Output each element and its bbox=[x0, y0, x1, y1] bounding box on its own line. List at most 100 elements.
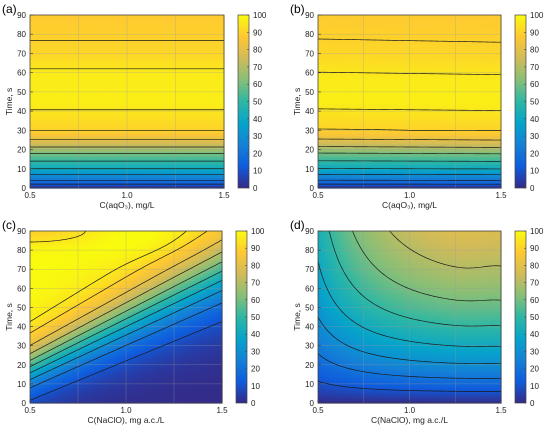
heatmap-cell bbox=[79, 174, 84, 179]
heatmap-cell bbox=[68, 174, 73, 179]
heatmap-cell bbox=[35, 64, 39, 69]
heatmap-cell bbox=[54, 117, 59, 121]
heatmap-cell bbox=[30, 132, 34, 137]
heatmap-cell bbox=[93, 93, 98, 97]
heatmap-cell bbox=[57, 143, 62, 147]
heatmap-cell bbox=[221, 75, 225, 79]
heatmap-cell bbox=[168, 33, 172, 37]
heatmap-cell bbox=[199, 164, 203, 168]
heatmap-cell bbox=[176, 77, 181, 82]
heatmap-cell bbox=[185, 70, 189, 74]
heatmap-cell bbox=[199, 130, 203, 134]
heatmap-cell bbox=[49, 62, 53, 66]
heatmap-cell bbox=[185, 153, 189, 158]
heatmap-cell bbox=[121, 22, 125, 27]
heatmap-cell bbox=[43, 140, 48, 145]
heatmap-cell bbox=[143, 88, 147, 92]
heatmap-cell bbox=[77, 164, 81, 168]
heatmap-cell bbox=[157, 151, 161, 155]
heatmap-cell bbox=[107, 148, 111, 152]
heatmap-cell bbox=[79, 77, 84, 82]
heatmap-cell bbox=[127, 49, 131, 53]
heatmap-cell bbox=[196, 104, 200, 108]
heatmap-cell bbox=[171, 119, 175, 124]
heatmap-cell bbox=[60, 56, 64, 61]
heatmap-cell bbox=[176, 114, 181, 118]
heatmap-cell bbox=[71, 172, 75, 176]
heatmap-cell bbox=[182, 15, 186, 19]
heatmap-cell bbox=[143, 172, 147, 176]
heatmap-cell bbox=[110, 72, 114, 76]
heatmap-cell bbox=[35, 101, 39, 105]
heatmap-cell bbox=[110, 177, 114, 181]
heatmap-cell bbox=[218, 174, 222, 179]
heatmap-cell bbox=[121, 17, 125, 21]
heatmap-cell bbox=[115, 125, 120, 129]
heatmap-cell bbox=[90, 104, 95, 108]
heatmap-cell bbox=[93, 62, 98, 66]
heatmap-cell bbox=[66, 33, 70, 37]
heatmap-cell bbox=[182, 96, 186, 100]
heatmap-cell bbox=[54, 72, 59, 76]
heatmap-cell bbox=[82, 114, 87, 118]
heatmap-cell bbox=[140, 28, 145, 32]
heatmap-cell bbox=[149, 177, 153, 181]
heatmap-cell bbox=[113, 130, 117, 134]
heatmap-cell bbox=[179, 80, 184, 84]
heatmap-cell bbox=[185, 174, 189, 179]
heatmap-cell bbox=[52, 91, 56, 95]
heatmap-cell bbox=[68, 143, 73, 147]
heatmap-cell bbox=[129, 130, 134, 134]
heatmap-cell bbox=[113, 101, 117, 105]
heatmap-cell bbox=[124, 180, 128, 184]
heatmap-cell bbox=[85, 122, 89, 126]
heatmap-cell bbox=[143, 75, 147, 79]
heatmap-cell bbox=[174, 156, 178, 160]
heatmap-cell bbox=[46, 30, 50, 34]
heatmap-cell bbox=[38, 91, 42, 95]
heatmap-cell bbox=[174, 164, 178, 168]
heatmap-cell bbox=[193, 91, 197, 95]
heatmap-cell bbox=[132, 64, 136, 69]
heatmap-cell bbox=[174, 85, 178, 89]
heatmap-cell bbox=[212, 62, 217, 66]
heatmap-cell bbox=[193, 143, 197, 147]
heatmap-cell bbox=[135, 35, 139, 40]
heatmap-cell bbox=[149, 119, 153, 124]
heatmap-cell bbox=[102, 143, 106, 147]
heatmap-cell bbox=[102, 119, 106, 124]
heatmap-cell bbox=[38, 25, 42, 29]
heatmap-cell bbox=[57, 161, 62, 166]
heatmap-cell bbox=[207, 35, 211, 40]
heatmap-cell bbox=[157, 96, 161, 100]
heatmap-cell bbox=[113, 172, 117, 176]
heatmap-cell bbox=[99, 33, 103, 37]
heatmap-cell bbox=[207, 130, 211, 134]
heatmap-cell bbox=[102, 30, 106, 34]
heatmap-cell bbox=[196, 117, 200, 121]
heatmap-cell bbox=[49, 91, 53, 95]
heatmap-cell bbox=[74, 174, 78, 179]
y-tick-label: 50 bbox=[17, 88, 26, 97]
heatmap-cell bbox=[163, 177, 167, 181]
heatmap-cell bbox=[118, 172, 123, 176]
heatmap-cell bbox=[154, 127, 159, 131]
heatmap-cell bbox=[41, 148, 45, 152]
heatmap-cell bbox=[160, 114, 164, 118]
heatmap-cell bbox=[46, 15, 50, 19]
heatmap-cell bbox=[121, 54, 125, 58]
heatmap-cell bbox=[82, 28, 87, 32]
heatmap-cell bbox=[221, 146, 225, 150]
heatmap-cell bbox=[43, 143, 48, 147]
heatmap-cell bbox=[154, 83, 159, 87]
heatmap-cell bbox=[96, 140, 100, 145]
heatmap-cell bbox=[143, 20, 147, 24]
heatmap-cell bbox=[129, 125, 134, 129]
heatmap-cell bbox=[165, 111, 170, 116]
heatmap-cell bbox=[146, 77, 150, 82]
heatmap-cell bbox=[196, 75, 200, 79]
heatmap-cell bbox=[204, 22, 208, 27]
heatmap-cell bbox=[107, 174, 111, 179]
heatmap-cell bbox=[182, 98, 186, 103]
heatmap-cell bbox=[79, 25, 84, 29]
